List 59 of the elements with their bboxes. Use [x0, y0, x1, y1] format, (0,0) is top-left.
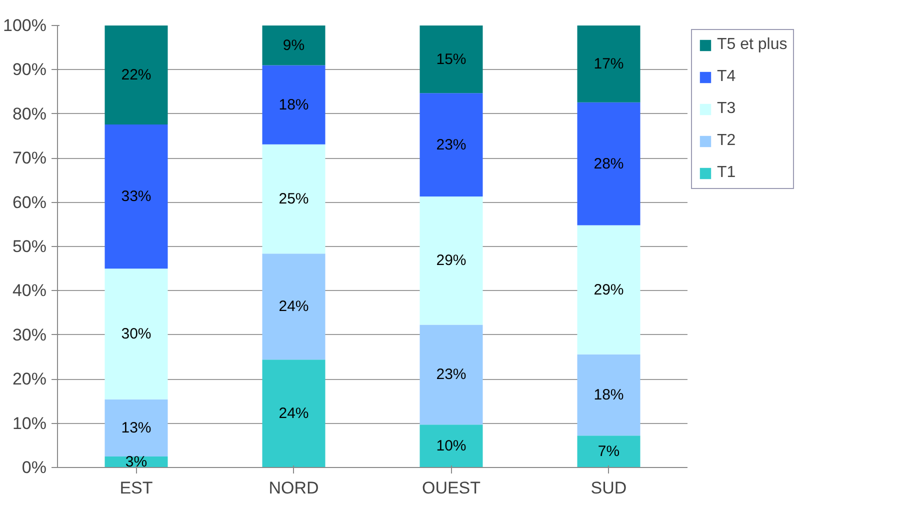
data-label: 28% [594, 155, 624, 172]
y-tick-label: 90% [12, 60, 47, 80]
bar [104, 26, 168, 125]
y-tick-label: 40% [12, 281, 47, 300]
legend-label: T5 et plus [717, 36, 788, 54]
y-tick-label: 20% [12, 370, 47, 389]
bar [262, 65, 326, 144]
y-tick-label: 30% [12, 325, 47, 344]
x-tick-label: EST [120, 478, 153, 498]
data-label: 13% [121, 419, 152, 436]
legend-label: T3 [717, 100, 737, 118]
bar [262, 26, 326, 66]
bar [577, 225, 640, 354]
bar [420, 324, 483, 425]
bar [104, 124, 168, 269]
bar [420, 196, 483, 325]
bar [577, 436, 640, 468]
data-label: 17% [594, 55, 624, 72]
data-label: 25% [278, 190, 309, 208]
bar [262, 360, 326, 468]
legend-label: T1 [717, 164, 737, 182]
data-label: 30% [121, 326, 152, 343]
data-label: 23% [436, 136, 466, 154]
data-label: 29% [436, 252, 466, 270]
data-label: 15% [436, 50, 466, 68]
y-tick-label: 60% [12, 192, 47, 212]
x-tick-label: OUEST [422, 478, 481, 498]
bar [577, 26, 640, 102]
data-label: 7% [598, 443, 620, 460]
bar [420, 93, 483, 197]
x-tick-label: NORD [268, 478, 319, 498]
y-tick-label: 10% [12, 414, 47, 433]
y-tick-label: 100% [3, 16, 47, 35]
data-label: 18% [594, 386, 624, 404]
y-tick-label: 0% [22, 458, 47, 477]
bar [577, 102, 640, 226]
data-label: 10% [436, 438, 466, 455]
data-label: 9% [282, 36, 305, 54]
y-tick-label: 50% [12, 237, 47, 256]
bar [104, 268, 168, 400]
bar [420, 26, 483, 94]
x-tick-label: SUD [590, 478, 627, 498]
y-tick-label: 80% [12, 104, 47, 124]
legend-label: T4 [717, 68, 737, 86]
legend-label: T2 [717, 132, 737, 150]
data-label: 22% [121, 66, 152, 84]
bar [420, 424, 483, 468]
data-label: 3% [125, 453, 148, 470]
bar [262, 254, 326, 360]
bar [104, 399, 168, 456]
data-label: 23% [436, 366, 466, 384]
bar [262, 144, 326, 254]
data-label: 24% [278, 298, 309, 316]
data-label: 24% [278, 405, 309, 422]
y-tick-label: 70% [12, 148, 47, 168]
data-label: 18% [278, 96, 309, 114]
data-label: 29% [594, 281, 624, 298]
bar [577, 354, 640, 436]
data-label: 33% [121, 188, 152, 206]
